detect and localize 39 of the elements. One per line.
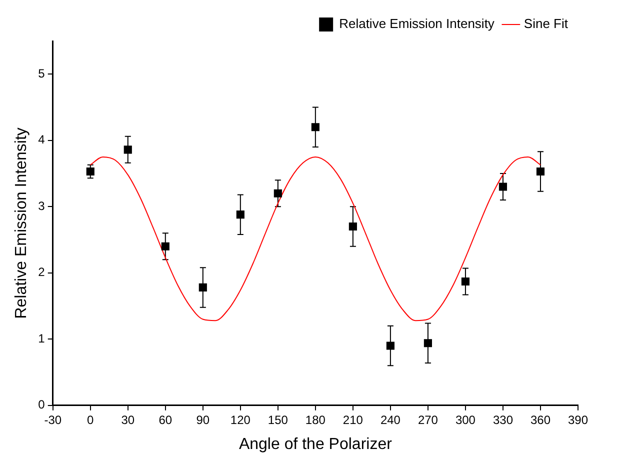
y-tick-label: 4	[38, 132, 46, 147]
y-tick-label: 3	[38, 198, 46, 213]
legend-label: Sine Fit	[524, 16, 568, 32]
y-tick-label: 5	[38, 66, 46, 80]
point	[311, 123, 320, 132]
x-tick-label: 300	[455, 412, 476, 427]
point	[386, 342, 394, 350]
x-tick-label: -30	[44, 412, 62, 427]
x-tick-label: 270	[418, 412, 438, 427]
y-tick-label: 0	[38, 398, 46, 412]
point	[124, 146, 132, 154]
x-tick-label: 360	[530, 412, 551, 427]
x-tick-label: 210	[342, 412, 364, 427]
point	[461, 277, 470, 286]
x-tick-label: 120	[230, 412, 251, 427]
x-tick-label: 390	[568, 412, 588, 427]
x-tick-label: 60	[158, 412, 172, 427]
point	[86, 167, 94, 176]
x-tick-label: 240	[380, 412, 401, 427]
point	[198, 283, 207, 292]
x-tick-label: 150	[268, 412, 288, 427]
point	[536, 167, 545, 176]
x-tick-label: 0	[87, 412, 94, 427]
y-axis-title: Relative Emission Intensity	[13, 128, 30, 319]
point	[161, 242, 170, 250]
point	[348, 222, 357, 231]
x-tick-label: 180	[305, 412, 326, 427]
line-series	[90, 156, 541, 322]
point	[424, 339, 432, 348]
point	[236, 210, 244, 219]
legend-label: Relative Emission Intensity	[339, 16, 495, 32]
x-tick-label: 330	[492, 412, 514, 427]
y-tick-label: 1	[38, 331, 46, 346]
x-tick-label: 30	[121, 412, 135, 427]
x-tick-label: 90	[196, 412, 210, 427]
y-tick-label: 2	[38, 265, 46, 280]
x-axis-title: Angle of the Polarizer	[238, 436, 393, 453]
point	[274, 189, 282, 198]
point	[498, 182, 508, 191]
